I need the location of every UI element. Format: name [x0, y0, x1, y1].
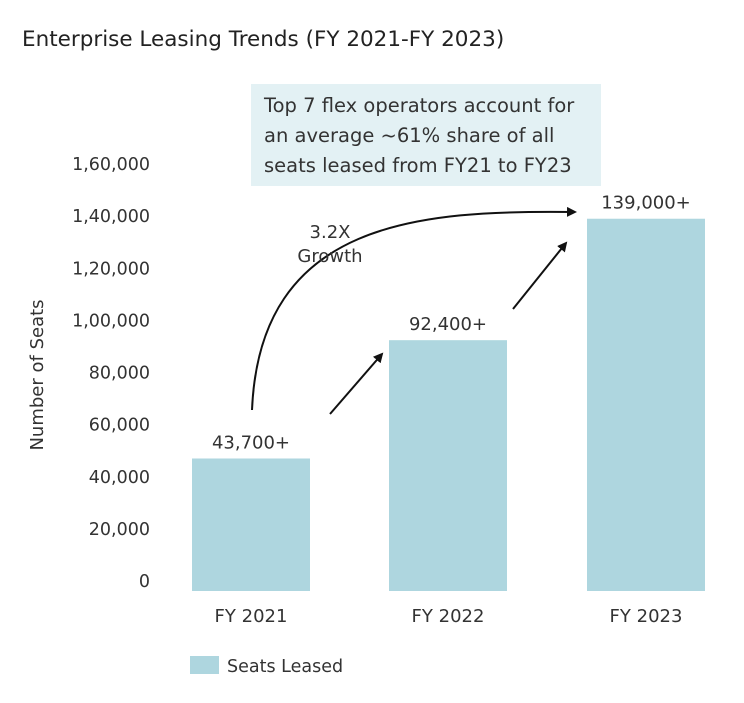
- step-arrow-1: [329, 352, 384, 415]
- chart-title: Enterprise Leasing Trends (FY 2021-FY 20…: [22, 27, 504, 52]
- growth-annotation: 3.2X Growth: [251, 206, 577, 411]
- x-category-label: FY 2021: [215, 606, 288, 627]
- y-tick-label: 1,60,000: [72, 155, 150, 175]
- growth-arrow: [251, 206, 577, 411]
- note-line-3: seats leased from FY21 to FY23: [264, 154, 572, 177]
- bar: [389, 340, 507, 591]
- bars: [192, 218, 705, 591]
- x-category-label: FY 2022: [412, 606, 485, 627]
- y-tick-label: 1,40,000: [72, 207, 150, 227]
- data-labels: 43,700+ 92,400+ 139,000+: [212, 193, 691, 454]
- y-axis-label: Number of Seats: [27, 299, 48, 450]
- y-tick-label: 80,000: [89, 364, 150, 384]
- bar: [587, 218, 705, 591]
- note-line-1: Top 7 flex operators account for: [263, 94, 575, 117]
- y-tick-label: 0: [139, 572, 150, 592]
- x-category-label: FY 2023: [610, 606, 683, 627]
- bar-value-label: 139,000+: [601, 193, 691, 214]
- y-tick-label: 1,00,000: [72, 311, 150, 331]
- x-axis-categories: FY 2021 FY 2022 FY 2023: [215, 606, 683, 627]
- note-box: Top 7 flex operators account for an aver…: [251, 84, 601, 186]
- legend: Seats Leased: [190, 656, 343, 677]
- bar-value-label: 92,400+: [409, 314, 487, 335]
- y-axis-ticks: 0 20,000 40,000 60,000 80,000 1,00,000 1,20,00…: [72, 155, 150, 592]
- bar-value-label: 43,700+: [212, 433, 290, 454]
- note-line-2: an average ~61% share of all: [264, 124, 554, 147]
- bar: [192, 458, 310, 591]
- growth-label: Growth: [297, 246, 362, 267]
- note-box-background: [251, 84, 601, 186]
- y-tick-label: 40,000: [89, 468, 150, 488]
- y-tick-label: 60,000: [89, 416, 150, 436]
- y-tick-label: 1,20,000: [72, 259, 150, 279]
- step-arrow-2: [512, 241, 568, 310]
- growth-multiplier: 3.2X: [310, 222, 351, 243]
- legend-swatch: [190, 656, 219, 674]
- y-tick-label: 20,000: [89, 520, 150, 540]
- legend-label: Seats Leased: [227, 657, 343, 677]
